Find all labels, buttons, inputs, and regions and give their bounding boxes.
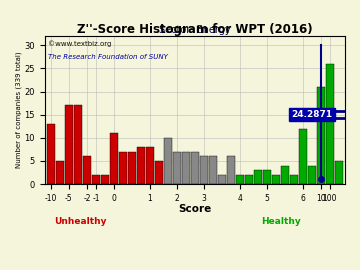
Bar	[182, 152, 190, 184]
Bar	[65, 106, 73, 184]
Bar	[281, 166, 289, 184]
Bar	[200, 156, 208, 184]
Bar	[227, 156, 235, 184]
Text: Unhealthy: Unhealthy	[54, 217, 106, 226]
Text: The Research Foundation of SUNY: The Research Foundation of SUNY	[48, 54, 167, 60]
Text: 24.2871: 24.2871	[291, 110, 332, 119]
Bar	[119, 152, 127, 184]
Y-axis label: Number of companies (339 total): Number of companies (339 total)	[15, 52, 22, 168]
Bar	[83, 156, 91, 184]
Bar	[218, 175, 226, 184]
Bar	[110, 133, 118, 184]
Text: ©www.textbiz.org: ©www.textbiz.org	[48, 40, 111, 47]
Bar	[173, 152, 181, 184]
Bar	[236, 175, 244, 184]
Bar	[101, 175, 109, 184]
Bar	[146, 147, 154, 184]
Bar	[272, 175, 280, 184]
Bar	[335, 161, 342, 184]
Bar	[308, 166, 316, 184]
Bar	[290, 175, 298, 184]
Bar	[245, 175, 253, 184]
Bar	[155, 161, 163, 184]
Text: Healthy: Healthy	[261, 217, 301, 226]
Bar	[74, 106, 82, 184]
Text: Sector: Energy: Sector: Energy	[159, 25, 231, 35]
X-axis label: Score: Score	[178, 204, 211, 214]
Bar	[92, 175, 100, 184]
Bar	[263, 170, 271, 184]
Bar	[317, 87, 325, 184]
Bar	[254, 170, 262, 184]
Bar	[326, 64, 333, 184]
Title: Z''-Score Histogram for WPT (2016): Z''-Score Histogram for WPT (2016)	[77, 23, 312, 36]
Bar	[128, 152, 136, 184]
Bar	[299, 129, 307, 184]
Bar	[47, 124, 55, 184]
Bar	[56, 161, 64, 184]
Bar	[191, 152, 199, 184]
Bar	[164, 138, 172, 184]
Bar	[209, 156, 217, 184]
Bar	[137, 147, 145, 184]
